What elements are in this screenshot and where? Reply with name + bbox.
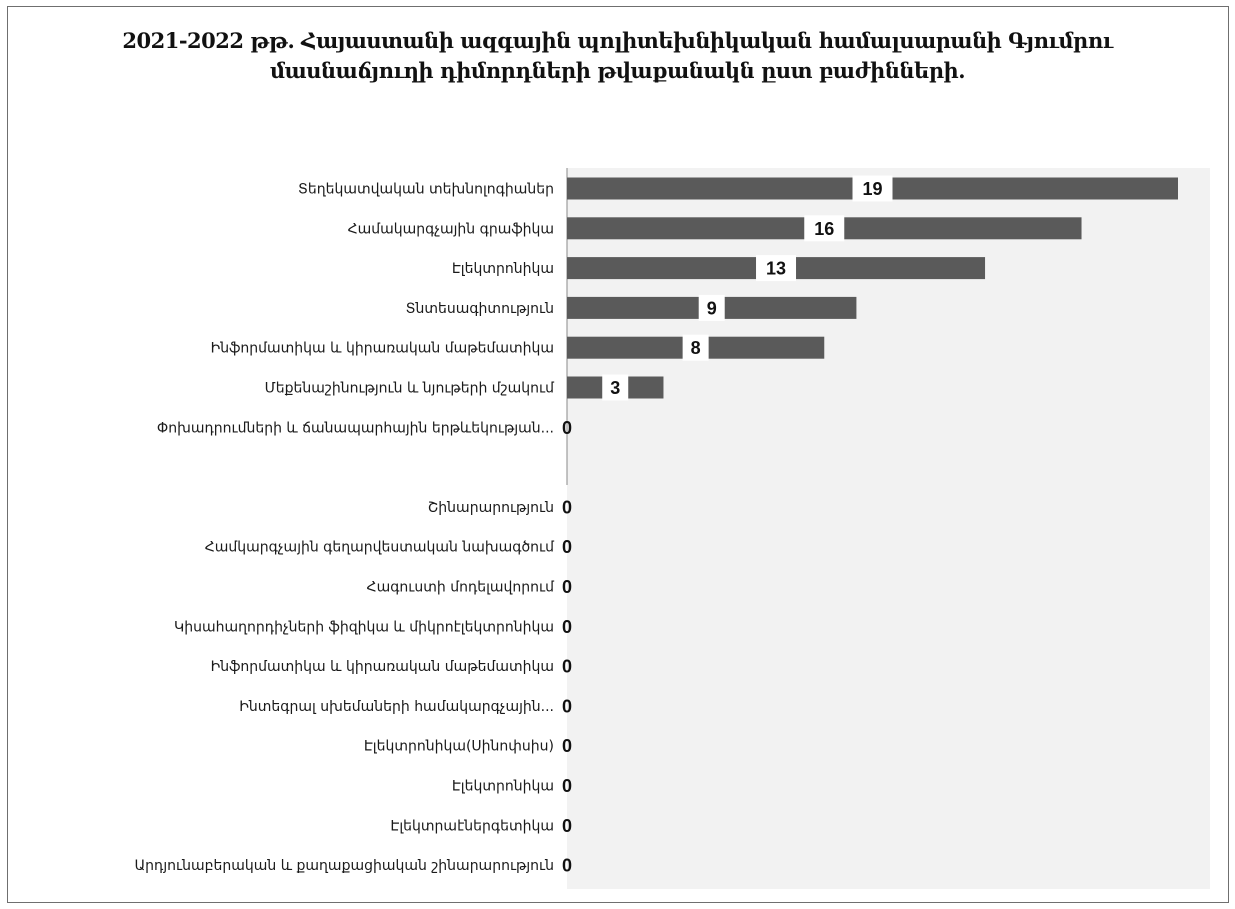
data-label: 0	[562, 776, 572, 796]
data-label: 19	[862, 179, 882, 199]
category-label: Կիսահաղորդիչների ֆիզիկա և միկրոէլեկտրոնի…	[174, 619, 554, 635]
data-label: 9	[707, 298, 717, 318]
category-label: Մեքենաշինություն և նյութերի մշակում	[265, 381, 556, 397]
data-label: 0	[562, 696, 572, 716]
data-label: 13	[766, 259, 786, 279]
chart-title: 2021-2022 թթ. Հայաստանի ազգային պոլիտեխն…	[0, 26, 1235, 86]
data-label-box	[682, 334, 709, 361]
data-label: 0	[562, 657, 572, 677]
data-label-box	[602, 374, 629, 401]
category-label: Փոխադրումների և ճանապարհային երթևեկությա…	[157, 420, 554, 436]
data-label: 0	[562, 577, 572, 597]
data-label: 0	[562, 856, 572, 876]
category-label: Տնտեսագիտություն	[406, 301, 554, 317]
data-label: 16	[814, 219, 834, 239]
category-label: Համկարգչային գեղարվեստական նախագծում	[205, 540, 555, 556]
data-label-box	[804, 215, 845, 242]
category-label: Հագուստի մոդելավորում	[367, 580, 556, 596]
plot-area	[567, 168, 1210, 889]
category-label: Համակարգչային գրաֆիկա	[348, 221, 554, 237]
data-label-box	[756, 255, 797, 282]
category-label: Շինարարություն	[428, 500, 554, 516]
data-label: 8	[691, 338, 701, 358]
data-label: 0	[562, 816, 572, 836]
data-label: 0	[562, 418, 572, 438]
chart-title-line-2: մասնաճյուղի դիմորդների թվաքանակն ըստ բաժ…	[269, 58, 966, 83]
category-label: Էլեկտրոնիկա(Սինոփսիս)	[364, 739, 554, 755]
data-label: 0	[562, 537, 572, 557]
category-label: Էլեկտրոնիկա	[452, 779, 554, 795]
data-label: 0	[562, 497, 572, 517]
category-label: Ինֆորմատիկա և կիրառական մաթեմատիկա	[211, 341, 554, 357]
data-label: 0	[562, 736, 572, 756]
category-label: Տեղեկատվական տեխնոլոգիաներ	[298, 182, 554, 198]
category-label: Արդյունաբերական և քաղաքացիական շինարարու…	[134, 858, 554, 874]
category-label: Էլեկտրոնիկա	[452, 261, 554, 277]
data-label-box	[698, 294, 725, 321]
data-label: 3	[610, 378, 620, 398]
chart-title-line-1: 2021-2022 թթ. Հայաստանի ազգային պոլիտեխն…	[122, 28, 1113, 53]
category-label: Էլեկտրաէներգետիկա	[390, 818, 554, 834]
category-label: Ինտեգրալ սխեմաների համակարգչային...	[239, 699, 554, 715]
category-label: Ինֆորմատիկա և կիրառական մաթեմատիկա	[211, 659, 554, 675]
data-label-box	[852, 175, 893, 202]
data-label: 0	[562, 617, 572, 637]
